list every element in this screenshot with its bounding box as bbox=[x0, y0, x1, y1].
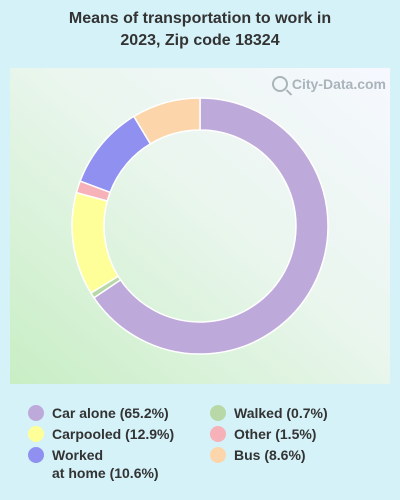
legend-swatch bbox=[28, 447, 44, 463]
legend-label: Car alone (65.2%) bbox=[52, 405, 169, 421]
slice-bus bbox=[132, 97, 201, 145]
legend-swatch bbox=[210, 405, 226, 421]
legend-label: Worked at home (10.6%) bbox=[52, 447, 159, 481]
legend-item-worked-at-home: Worked at home (10.6%) bbox=[28, 446, 159, 482]
donut-slices bbox=[71, 97, 329, 355]
slice-car-alone bbox=[92, 97, 329, 355]
legend-label: Other (1.5%) bbox=[234, 426, 317, 442]
chart-title-line-2: 2023, Zip code 18324 bbox=[120, 32, 280, 49]
legend-item-walked: Walked (0.7%) bbox=[210, 404, 328, 422]
legend-swatch bbox=[210, 426, 226, 442]
watermark-text: City-Data.com bbox=[291, 76, 386, 92]
chart-title-line-1: Means of transportation to work in bbox=[68, 10, 332, 27]
chart-title: Means of transportation to work in 2023,… bbox=[0, 8, 400, 52]
legend-swatch bbox=[28, 426, 44, 442]
legend-label: Bus (8.6%) bbox=[234, 447, 306, 463]
legend-item-car-alone: Car alone (65.2%) bbox=[28, 404, 169, 422]
legend-item-other: Other (1.5%) bbox=[210, 425, 316, 443]
legend-item-bus: Bus (8.6%) bbox=[210, 446, 306, 464]
legend-label: Walked (0.7%) bbox=[234, 405, 328, 421]
watermark: City-Data.com bbox=[271, 76, 386, 92]
legend-swatch bbox=[210, 447, 226, 463]
magnifier-icon bbox=[271, 76, 288, 92]
legend-item-carpooled: Carpooled (12.9%) bbox=[28, 425, 174, 443]
legend-swatch bbox=[28, 405, 44, 421]
legend-label: Carpooled (12.9%) bbox=[52, 426, 175, 442]
slice-carpooled bbox=[71, 191, 120, 295]
